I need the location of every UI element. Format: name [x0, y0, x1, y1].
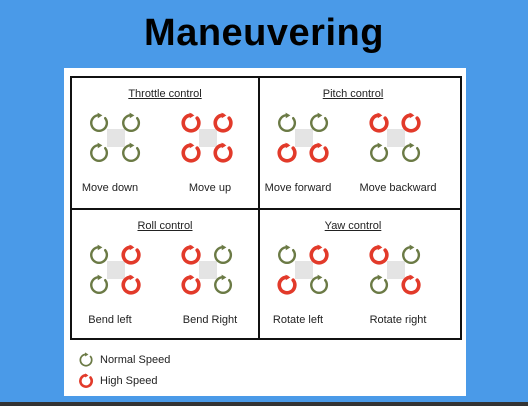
legend-normal-label: Normal Speed — [100, 354, 171, 366]
normal-speed-rotor-icon — [368, 274, 390, 296]
drone-config — [180, 112, 236, 164]
normal-speed-rotor-icon — [88, 274, 110, 296]
quadrant-roll-control: Roll control Bend left Bend Right — [72, 210, 258, 340]
high-speed-rotor-icon — [368, 244, 390, 266]
drone-body — [107, 129, 125, 147]
config-caption: Move forward — [264, 182, 332, 194]
quadrant-title: Roll control — [137, 220, 193, 232]
drone-config — [368, 112, 424, 164]
drone-body — [387, 129, 405, 147]
drone-body — [199, 129, 217, 147]
high-speed-rotor-icon — [180, 112, 202, 134]
quadrant-title: Yaw control — [324, 220, 382, 232]
high-speed-rotor-icon — [400, 274, 422, 296]
control-grid: Throttle control Move down Move up Pitch co… — [70, 76, 462, 340]
config-caption: Move up — [188, 182, 232, 194]
drone-config — [180, 244, 236, 296]
drone-body — [199, 261, 217, 279]
diagram-panel: Throttle control Move down Move up Pitch co… — [64, 68, 466, 396]
high-speed-rotor-icon — [120, 274, 142, 296]
config-caption: Rotate left — [272, 314, 324, 326]
bottom-bar — [0, 402, 528, 406]
high-speed-rotor-icon — [400, 112, 422, 134]
normal-speed-rotor-icon — [308, 112, 330, 134]
normal-speed-rotor-icon — [88, 244, 110, 266]
normal-speed-rotor-icon — [368, 142, 390, 164]
normal-speed-rotor-icon — [276, 112, 298, 134]
legend-high-label: High Speed — [100, 375, 158, 387]
normal-speed-rotor-icon — [120, 142, 142, 164]
normal-speed-rotor-icon — [212, 274, 234, 296]
drone-config — [276, 112, 332, 164]
drone-config — [276, 244, 332, 296]
config-caption: Move backward — [359, 182, 437, 194]
config-caption: Bend Right — [182, 314, 238, 326]
normal-speed-rotor-icon — [212, 244, 234, 266]
quadrant-title: Pitch control — [322, 88, 384, 100]
high-speed-rotor-icon — [212, 142, 234, 164]
drone-body — [295, 129, 313, 147]
quadrant-yaw-control: Yaw control Rotate left Rotate right — [260, 210, 446, 340]
drone-body — [295, 261, 313, 279]
high-speed-rotor-icon — [276, 274, 298, 296]
drone-body — [387, 261, 405, 279]
high-speed-rotor-icon — [78, 373, 94, 389]
normal-speed-rotor-icon — [308, 274, 330, 296]
drone-config — [88, 112, 144, 164]
grid-divider-horizontal — [72, 208, 460, 210]
high-speed-rotor-icon — [180, 274, 202, 296]
high-speed-rotor-icon — [180, 142, 202, 164]
legend-high: High Speed — [78, 373, 158, 389]
slide-title: Maneuvering — [144, 12, 384, 54]
drone-config — [88, 244, 144, 296]
drone-body — [107, 261, 125, 279]
normal-speed-rotor-icon — [400, 244, 422, 266]
high-speed-rotor-icon — [120, 244, 142, 266]
high-speed-rotor-icon — [368, 112, 390, 134]
high-speed-rotor-icon — [276, 142, 298, 164]
quadrant-throttle-control: Throttle control Move down Move up — [72, 78, 258, 208]
normal-speed-rotor-icon — [88, 112, 110, 134]
high-speed-rotor-icon — [180, 244, 202, 266]
config-caption: Move down — [81, 182, 139, 194]
legend-normal: Normal Speed — [78, 352, 170, 368]
high-speed-rotor-icon — [308, 142, 330, 164]
quadrant-pitch-control: Pitch control Move forward Move backward — [260, 78, 446, 208]
normal-speed-rotor-icon — [120, 112, 142, 134]
normal-speed-rotor-icon — [88, 142, 110, 164]
high-speed-rotor-icon — [212, 112, 234, 134]
config-caption: Bend left — [88, 314, 132, 326]
config-caption: Rotate right — [369, 314, 427, 326]
normal-speed-rotor-icon — [276, 244, 298, 266]
normal-speed-rotor-icon — [78, 352, 94, 368]
drone-config — [368, 244, 424, 296]
high-speed-rotor-icon — [308, 244, 330, 266]
normal-speed-rotor-icon — [400, 142, 422, 164]
quadrant-title: Throttle control — [128, 88, 202, 100]
